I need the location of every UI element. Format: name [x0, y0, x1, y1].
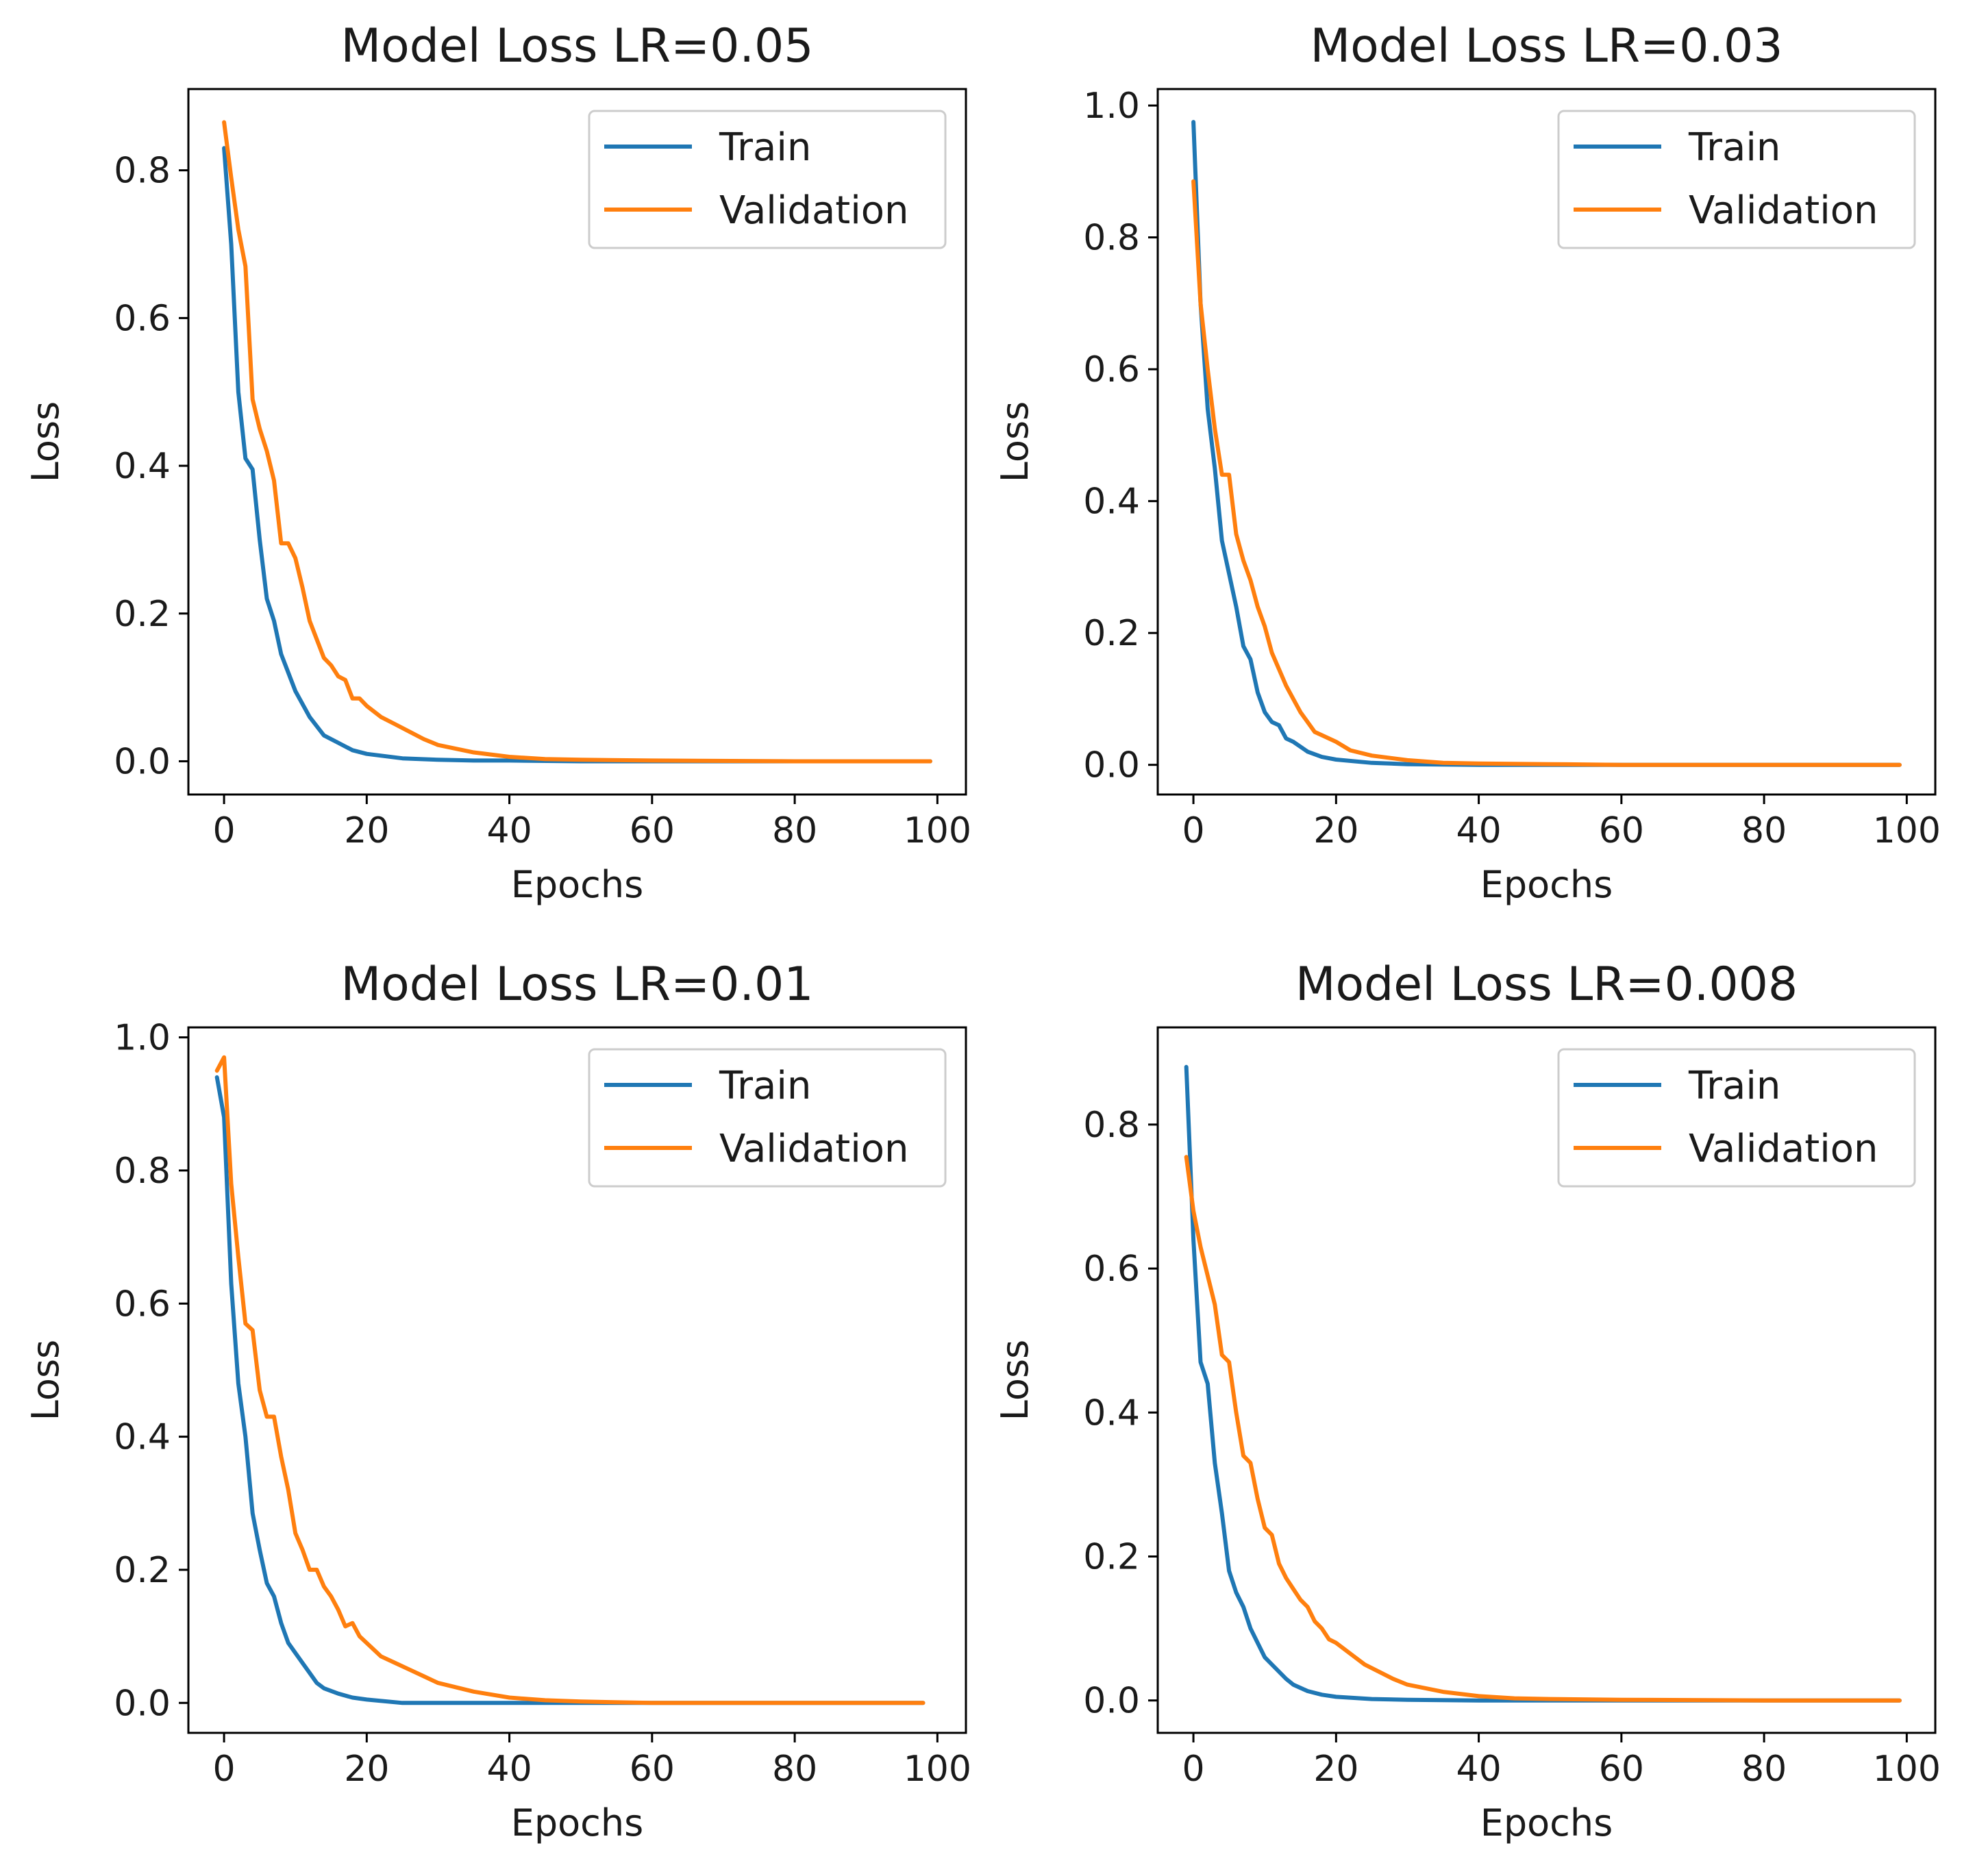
y-axis-label: Loss — [24, 1340, 67, 1421]
plot-frame — [187, 88, 967, 796]
subplot-2: Model Loss LR=0.03 0 20 40 60 80 100 0.0 0.2 0.4 0… — [993, 19, 1941, 906]
y-tick-label: 0.4 — [1083, 481, 1140, 523]
legend: Train Validation — [588, 110, 947, 249]
y-tick-label: 0.0 — [114, 741, 171, 782]
legend: Train Validation — [588, 1048, 947, 1188]
x-tick-label: 20 — [1313, 810, 1358, 851]
x-tick-label: 0 — [213, 1749, 236, 1790]
y-tick-label: 0.2 — [1083, 613, 1140, 654]
y-tick-label: 0.0 — [114, 1683, 171, 1724]
legend-label-train: Train — [719, 125, 811, 170]
x-tick-label: 40 — [1456, 1749, 1501, 1790]
legend-label-validation: Validation — [719, 188, 909, 233]
x-tick-label: 20 — [344, 1749, 389, 1790]
y-tick-label: 0.2 — [1083, 1537, 1140, 1578]
y-tick-label: 1.0 — [114, 1018, 171, 1059]
x-tick-label: 20 — [1313, 1749, 1358, 1790]
y-axis-label: Loss — [993, 1340, 1036, 1421]
x-tick-label: 100 — [904, 1749, 971, 1790]
subplot-3: Model Loss LR=0.01 0 20 40 60 80 100 0.0 0.2 0.4 0… — [24, 958, 971, 1844]
x-tick-label: 80 — [1741, 810, 1787, 851]
x-axis-label: Epochs — [511, 1801, 643, 1844]
x-tick-label: 0 — [1182, 810, 1205, 851]
y-tick-label: 0.8 — [1083, 218, 1140, 259]
subplot-4: Model Loss LR=0.008 0 20 40 60 80 100 0.0 0.2 0.4… — [993, 958, 1941, 1844]
x-tick-label: 60 — [630, 1749, 675, 1790]
chart-title: Model Loss LR=0.03 — [1310, 19, 1783, 73]
y-tick-label: 0.4 — [1083, 1392, 1140, 1434]
series-line-validation — [1191, 179, 1902, 767]
x-axis-label: Epochs — [511, 863, 643, 906]
y-axis-label: Loss — [993, 401, 1036, 482]
x-tick-label: 100 — [904, 810, 971, 851]
legend: Train Validation — [1557, 1048, 1916, 1188]
x-tick-label: 80 — [772, 810, 817, 851]
legend-label-train: Train — [1688, 125, 1780, 170]
y-tick-label: 0.8 — [114, 151, 171, 192]
x-tick-label: 60 — [630, 810, 675, 851]
legend-label-train: Train — [1688, 1064, 1780, 1108]
plot-frame — [187, 1026, 967, 1734]
y-tick-label: 0.8 — [114, 1151, 171, 1192]
x-axis-label: Epochs — [1480, 863, 1613, 906]
series-line-train — [222, 146, 932, 764]
legend-label-validation: Validation — [719, 1127, 909, 1171]
legend-label-validation: Validation — [1689, 188, 1878, 233]
x-tick-label: 0 — [213, 810, 236, 851]
x-tick-label: 80 — [772, 1749, 817, 1790]
y-tick-label: 0.6 — [114, 298, 171, 339]
y-tick-label: 0.2 — [114, 594, 171, 635]
y-tick-label: 0.0 — [1083, 745, 1140, 786]
y-tick-label: 0.6 — [114, 1284, 171, 1325]
x-tick-label: 20 — [344, 810, 389, 851]
y-tick-label: 1.0 — [1083, 86, 1140, 127]
x-tick-label: 40 — [486, 810, 532, 851]
plot-frame — [1156, 88, 1937, 796]
y-tick-label: 0.6 — [1083, 1249, 1140, 1290]
legend: Train Validation — [1557, 110, 1916, 249]
x-tick-label: 100 — [1873, 1749, 1941, 1790]
y-tick-label: 0.0 — [1083, 1681, 1140, 1722]
x-tick-label: 0 — [1182, 1749, 1205, 1790]
chart-title: Model Loss LR=0.008 — [1295, 958, 1798, 1012]
plot-frame — [1156, 1026, 1937, 1734]
legend-label-train: Train — [719, 1064, 811, 1108]
x-tick-label: 60 — [1599, 1749, 1644, 1790]
series-line-train — [214, 1075, 926, 1705]
legend-label-validation: Validation — [1689, 1127, 1878, 1171]
y-tick-label: 0.4 — [114, 446, 171, 487]
y-tick-label: 0.2 — [114, 1550, 171, 1591]
y-tick-label: 0.8 — [1083, 1105, 1140, 1146]
x-tick-label: 100 — [1873, 810, 1941, 851]
series-line-validation — [222, 120, 932, 764]
y-axis-label: Loss — [24, 401, 67, 482]
y-tick-label: 0.6 — [1083, 349, 1140, 390]
series-line-train — [1184, 1064, 1902, 1703]
x-tick-label: 40 — [1456, 810, 1501, 851]
x-tick-label: 80 — [1741, 1749, 1787, 1790]
x-tick-label: 60 — [1599, 810, 1644, 851]
x-tick-label: 40 — [486, 1749, 532, 1790]
subplot-1: Model Loss LR=0.05 0 20 40 60 80 100 0.0 0.2 0.4 0… — [24, 19, 971, 906]
y-tick-label: 0.4 — [114, 1417, 171, 1458]
chart-title: Model Loss LR=0.05 — [340, 19, 813, 73]
series-line-validation — [214, 1055, 926, 1705]
chart-title: Model Loss LR=0.01 — [340, 958, 813, 1012]
x-axis-label: Epochs — [1480, 1801, 1613, 1844]
series-line-validation — [1184, 1155, 1902, 1703]
